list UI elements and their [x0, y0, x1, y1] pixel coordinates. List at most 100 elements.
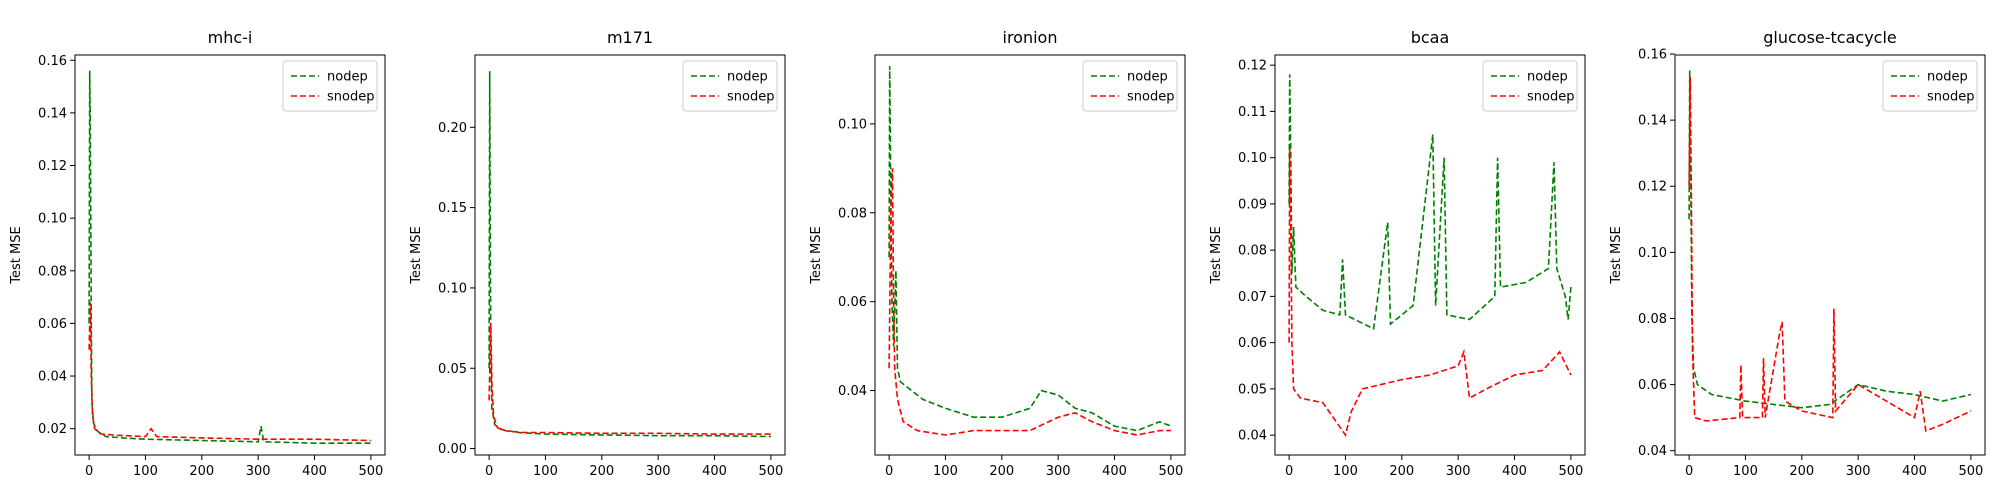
y-tick-label: 0.06: [838, 295, 867, 310]
y-tick-label: 0.04: [1638, 444, 1667, 459]
x-tick-label: 100: [1333, 464, 1358, 479]
legend-label-nodep: nodep: [1927, 70, 1968, 85]
legend-label-nodep: nodep: [727, 70, 768, 85]
legend-label-nodep: nodep: [1127, 70, 1168, 85]
x-tick-label: 100: [1733, 464, 1758, 479]
x-tick-label: 0: [1285, 464, 1293, 479]
plot-frame: [474, 54, 786, 456]
legend-label-snodep: snodep: [327, 90, 374, 105]
series-line-snodep: [488, 323, 771, 435]
y-tick-label: 0.16: [1638, 48, 1667, 63]
y-tick-label: 0.14: [38, 106, 67, 121]
y-tick-label: 0.14: [1638, 114, 1667, 129]
y-tick-label: 0.09: [1238, 197, 1267, 212]
x-tick-label: 100: [133, 464, 158, 479]
y-tick-label: 0.20: [438, 121, 467, 136]
legend: nodep snodep: [282, 60, 378, 112]
x-tick-label: 0: [1685, 464, 1693, 479]
y-tick-label: 0.04: [38, 370, 67, 385]
y-tick-label: 0.16: [38, 54, 67, 69]
subplot-bcaa: bcaa 0 100 200 300 400 500 0.04 0.05 0.06 0.07 0.08…: [1209, 28, 1586, 479]
series-line-nodep: [488, 71, 771, 438]
x-tick-label: 500: [1558, 464, 1583, 479]
y-tick-label: 0.00: [438, 442, 467, 457]
x-tick-label: 400: [1102, 464, 1127, 479]
plot-frame: [1274, 54, 1586, 456]
y-tick-label: 0.08: [838, 206, 867, 221]
legend-label-snodep: snodep: [1927, 90, 1974, 105]
y-tick-label: 0.06: [38, 317, 67, 332]
x-tick-label: 300: [1446, 464, 1471, 479]
y-tick-label: 0.04: [838, 384, 867, 399]
legend: nodep snodep: [682, 60, 778, 112]
x-tick-label: 0: [885, 464, 893, 479]
y-tick-label: 0.08: [38, 264, 67, 279]
x-tick-label: 100: [533, 464, 558, 479]
legend-label-nodep: nodep: [1527, 70, 1568, 85]
legend-box: [682, 60, 778, 112]
y-tick-label: 0.12: [38, 159, 67, 174]
x-tick-label: 200: [989, 464, 1014, 479]
y-tick-label: 0.10: [38, 212, 67, 227]
chart-title: glucose-tcacycle: [1763, 28, 1897, 47]
y-tick-label: 0.04: [1238, 429, 1267, 444]
y-tick-label: 0.15: [438, 201, 467, 216]
y-tick-label: 0.06: [1238, 336, 1267, 351]
x-tick-label: 400: [702, 464, 727, 479]
legend-box: [1482, 60, 1578, 112]
y-tick-label: 0.02: [38, 422, 67, 437]
legend-label-snodep: snodep: [1527, 90, 1574, 105]
series-line-nodep: [1688, 70, 1972, 409]
chart-title: m171: [607, 28, 653, 47]
series-line-nodep: [1288, 74, 1572, 331]
legend-label-snodep: snodep: [727, 90, 774, 105]
subplot-glucose-tcacycle: glucose-tcacycle 0 100 200 300 400 500 0.04 0.06…: [1609, 28, 1986, 479]
x-tick-label: 500: [358, 464, 383, 479]
y-tick-label: 0.05: [1238, 382, 1267, 397]
x-tick-label: 200: [589, 464, 614, 479]
legend-box: [282, 60, 378, 112]
subplot-mhc-i: mhc-i 0 100 200 300 400 500 0.02 0.04 0.06 0.08 0.1…: [9, 28, 386, 479]
plot-frame: [1674, 54, 1986, 456]
legend-box: [1882, 60, 1978, 112]
x-tick-label: 400: [1902, 464, 1927, 479]
plot-frame: [874, 54, 1186, 456]
y-tick-label: 0.12: [1638, 180, 1667, 195]
legend: nodep snodep: [1082, 60, 1178, 112]
x-tick-label: 400: [302, 464, 327, 479]
series-line-nodep: [888, 66, 1172, 432]
x-tick-label: 200: [1389, 464, 1414, 479]
series-line-snodep: [888, 168, 1171, 436]
x-tick-label: 500: [758, 464, 783, 479]
y-axis-label: Test MSE: [1209, 226, 1224, 284]
x-tick-label: 500: [1158, 464, 1183, 479]
x-tick-label: 500: [1958, 464, 1983, 479]
x-tick-label: 0: [485, 464, 493, 479]
series-line-snodep: [88, 302, 371, 442]
y-axis-label: Test MSE: [9, 226, 24, 284]
legend: nodep snodep: [1482, 60, 1578, 112]
x-tick-label: 300: [646, 464, 671, 479]
series-line-nodep: [88, 70, 371, 444]
legend: nodep snodep: [1882, 60, 1978, 112]
legend-box: [1082, 60, 1178, 112]
series-line-snodep: [1288, 148, 1572, 438]
x-tick-label: 200: [1789, 464, 1814, 479]
x-tick-label: 0: [85, 464, 93, 479]
x-tick-label: 400: [1502, 464, 1527, 479]
y-tick-label: 0.10: [838, 117, 867, 132]
chart-title: bcaa: [1411, 28, 1450, 47]
y-tick-label: 0.07: [1238, 290, 1267, 305]
x-tick-label: 200: [189, 464, 214, 479]
y-tick-label: 0.10: [438, 281, 467, 296]
x-tick-label: 300: [246, 464, 271, 479]
y-axis-label: Test MSE: [809, 226, 824, 284]
x-tick-label: 300: [1846, 464, 1871, 479]
y-axis-label: Test MSE: [409, 226, 424, 284]
legend-label-nodep: nodep: [327, 70, 368, 85]
y-tick-label: 0.06: [1638, 378, 1667, 393]
subplot-ironion: ironion 0 100 200 300 400 500 0.04 0.06 0.08 0.10 T…: [809, 28, 1186, 479]
legend-label-snodep: snodep: [1127, 90, 1174, 105]
chart-title: ironion: [1003, 28, 1058, 47]
y-tick-label: 0.10: [1638, 246, 1667, 261]
